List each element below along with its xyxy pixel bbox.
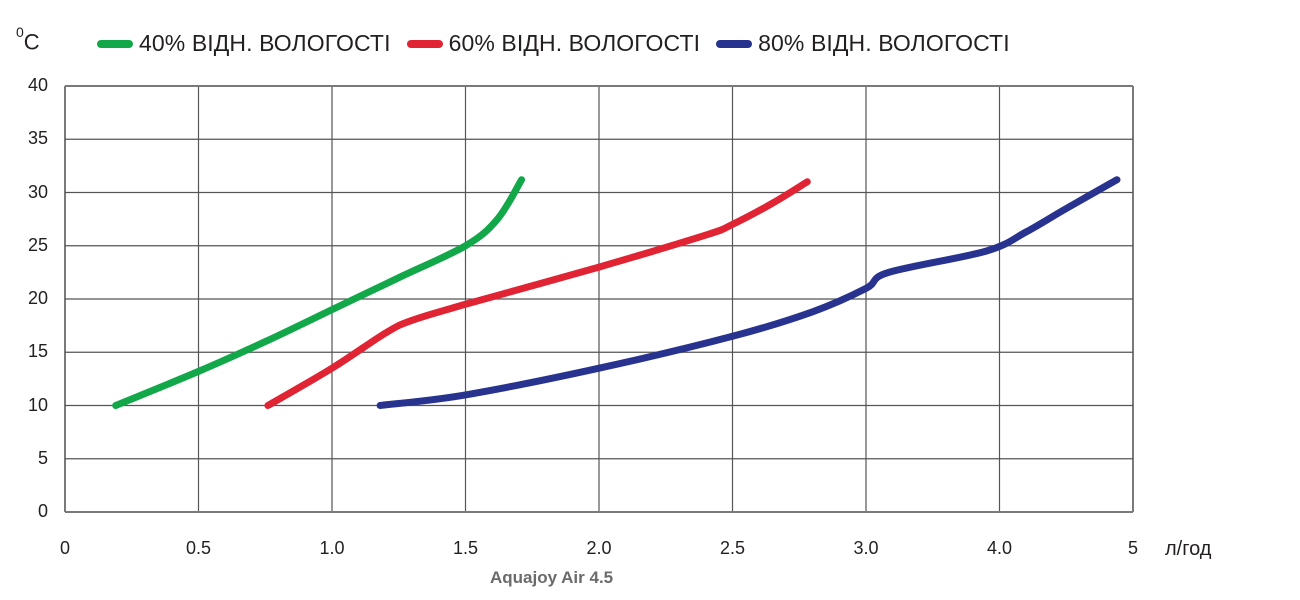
- x-tick-label: 0.5: [185, 538, 212, 558]
- chart-legend: 40% ВІДН. ВОЛОГОСТІ 60% ВІДН. ВОЛОГОСТІ …: [97, 30, 1026, 57]
- grid-lines: [64, 85, 1134, 513]
- x-tick-label: 4.0: [986, 538, 1013, 558]
- y-tick-label: 10: [27, 394, 48, 415]
- degree-superscript: 0: [16, 24, 24, 40]
- x-tick-label: 0: [59, 538, 71, 558]
- x-tick-label: 1.0: [319, 538, 345, 558]
- x-tick-label: 5: [1127, 538, 1139, 558]
- x-tick-label: 1.5: [452, 538, 479, 558]
- legend-item-60: 60% ВІДН. ВОЛОГОСТІ: [406, 30, 701, 57]
- series-line-3: [376, 176, 1121, 409]
- legend-swatch-blue-icon: [716, 39, 753, 48]
- legend-item-40: 40% ВІДН. ВОЛОГОСТІ: [97, 30, 391, 57]
- y-tick-label: 40: [27, 75, 48, 95]
- x-axis-unit: л/год: [1165, 538, 1212, 560]
- y-axis-unit: 0C: [16, 24, 40, 55]
- series-line-1: [112, 176, 526, 409]
- legend-item-80: 80% ВІДН. ВОЛОГОСТІ: [716, 30, 1010, 57]
- y-tick-label: 25: [27, 234, 48, 255]
- y-tick-label: 30: [27, 181, 48, 202]
- series-line-2: [264, 178, 811, 409]
- y-tick-label: 20: [27, 288, 48, 308]
- legend-label: 80% ВІДН. ВОЛОГОСТІ: [758, 30, 1010, 56]
- celsius-label: C: [23, 29, 40, 55]
- y-tick-label: 5: [37, 447, 48, 468]
- x-tick-label: 3.0: [853, 538, 879, 558]
- legend-label: 60% ВІДН. ВОЛОГОСТІ: [448, 30, 701, 56]
- y-tick-label: 15: [27, 341, 48, 362]
- legend-swatch-red-icon: [406, 39, 443, 48]
- x-tick-label: 2.0: [586, 538, 612, 558]
- y-tick-label: 35: [27, 128, 48, 149]
- y-tick-label: 0: [37, 501, 48, 521]
- legend-label: 40% ВІДН. ВОЛОГОСТІ: [139, 30, 391, 56]
- model-caption: Aquajoy Air 4.5: [490, 568, 614, 587]
- x-tick-label: 2.5: [719, 538, 746, 558]
- legend-swatch-green-icon: [97, 39, 133, 48]
- data-series: [112, 176, 1121, 409]
